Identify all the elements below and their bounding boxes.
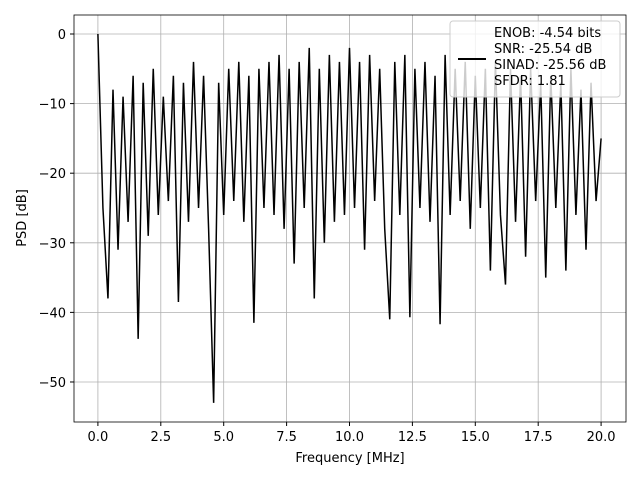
y-tick-label: −10: [39, 98, 66, 113]
legend-line: SNR: -25.54 dB: [494, 42, 592, 57]
plot-frame: [73, 14, 627, 423]
y-tick-label: −20: [39, 167, 66, 182]
y-tick-label: −30: [39, 237, 66, 252]
legend-line: SINAD: -25.56 dB: [494, 58, 606, 73]
y-tick-label: 0: [58, 28, 66, 43]
x-tick-label: 5.0: [213, 430, 234, 445]
x-tick-label: 20.0: [587, 430, 616, 445]
x-axis-label: Frequency [MHz]: [295, 451, 404, 466]
x-tick-label: 7.5: [276, 430, 297, 445]
x-tick-label: 15.0: [461, 430, 490, 445]
x-tick-label: 0.0: [88, 430, 109, 445]
x-tick-label: 12.5: [398, 430, 427, 445]
x-tick-label: 10.0: [335, 430, 364, 445]
y-axis-label: PSD [dB]: [15, 189, 30, 247]
x-tick-label: 2.5: [150, 430, 171, 445]
y-tick-label: −50: [39, 376, 66, 391]
legend-label: ENOB: -4.54 bits SNR: -25.54 dB SINAD: -25…: [494, 26, 606, 89]
x-tick-label: 17.5: [524, 430, 553, 445]
psd-line: [97, 33, 602, 403]
legend-line: SFDR: 1.81: [494, 74, 566, 89]
legend-box: [449, 20, 621, 98]
y-tick-label: −40: [39, 306, 66, 321]
legend-line: ENOB: -4.54 bits: [494, 26, 601, 41]
